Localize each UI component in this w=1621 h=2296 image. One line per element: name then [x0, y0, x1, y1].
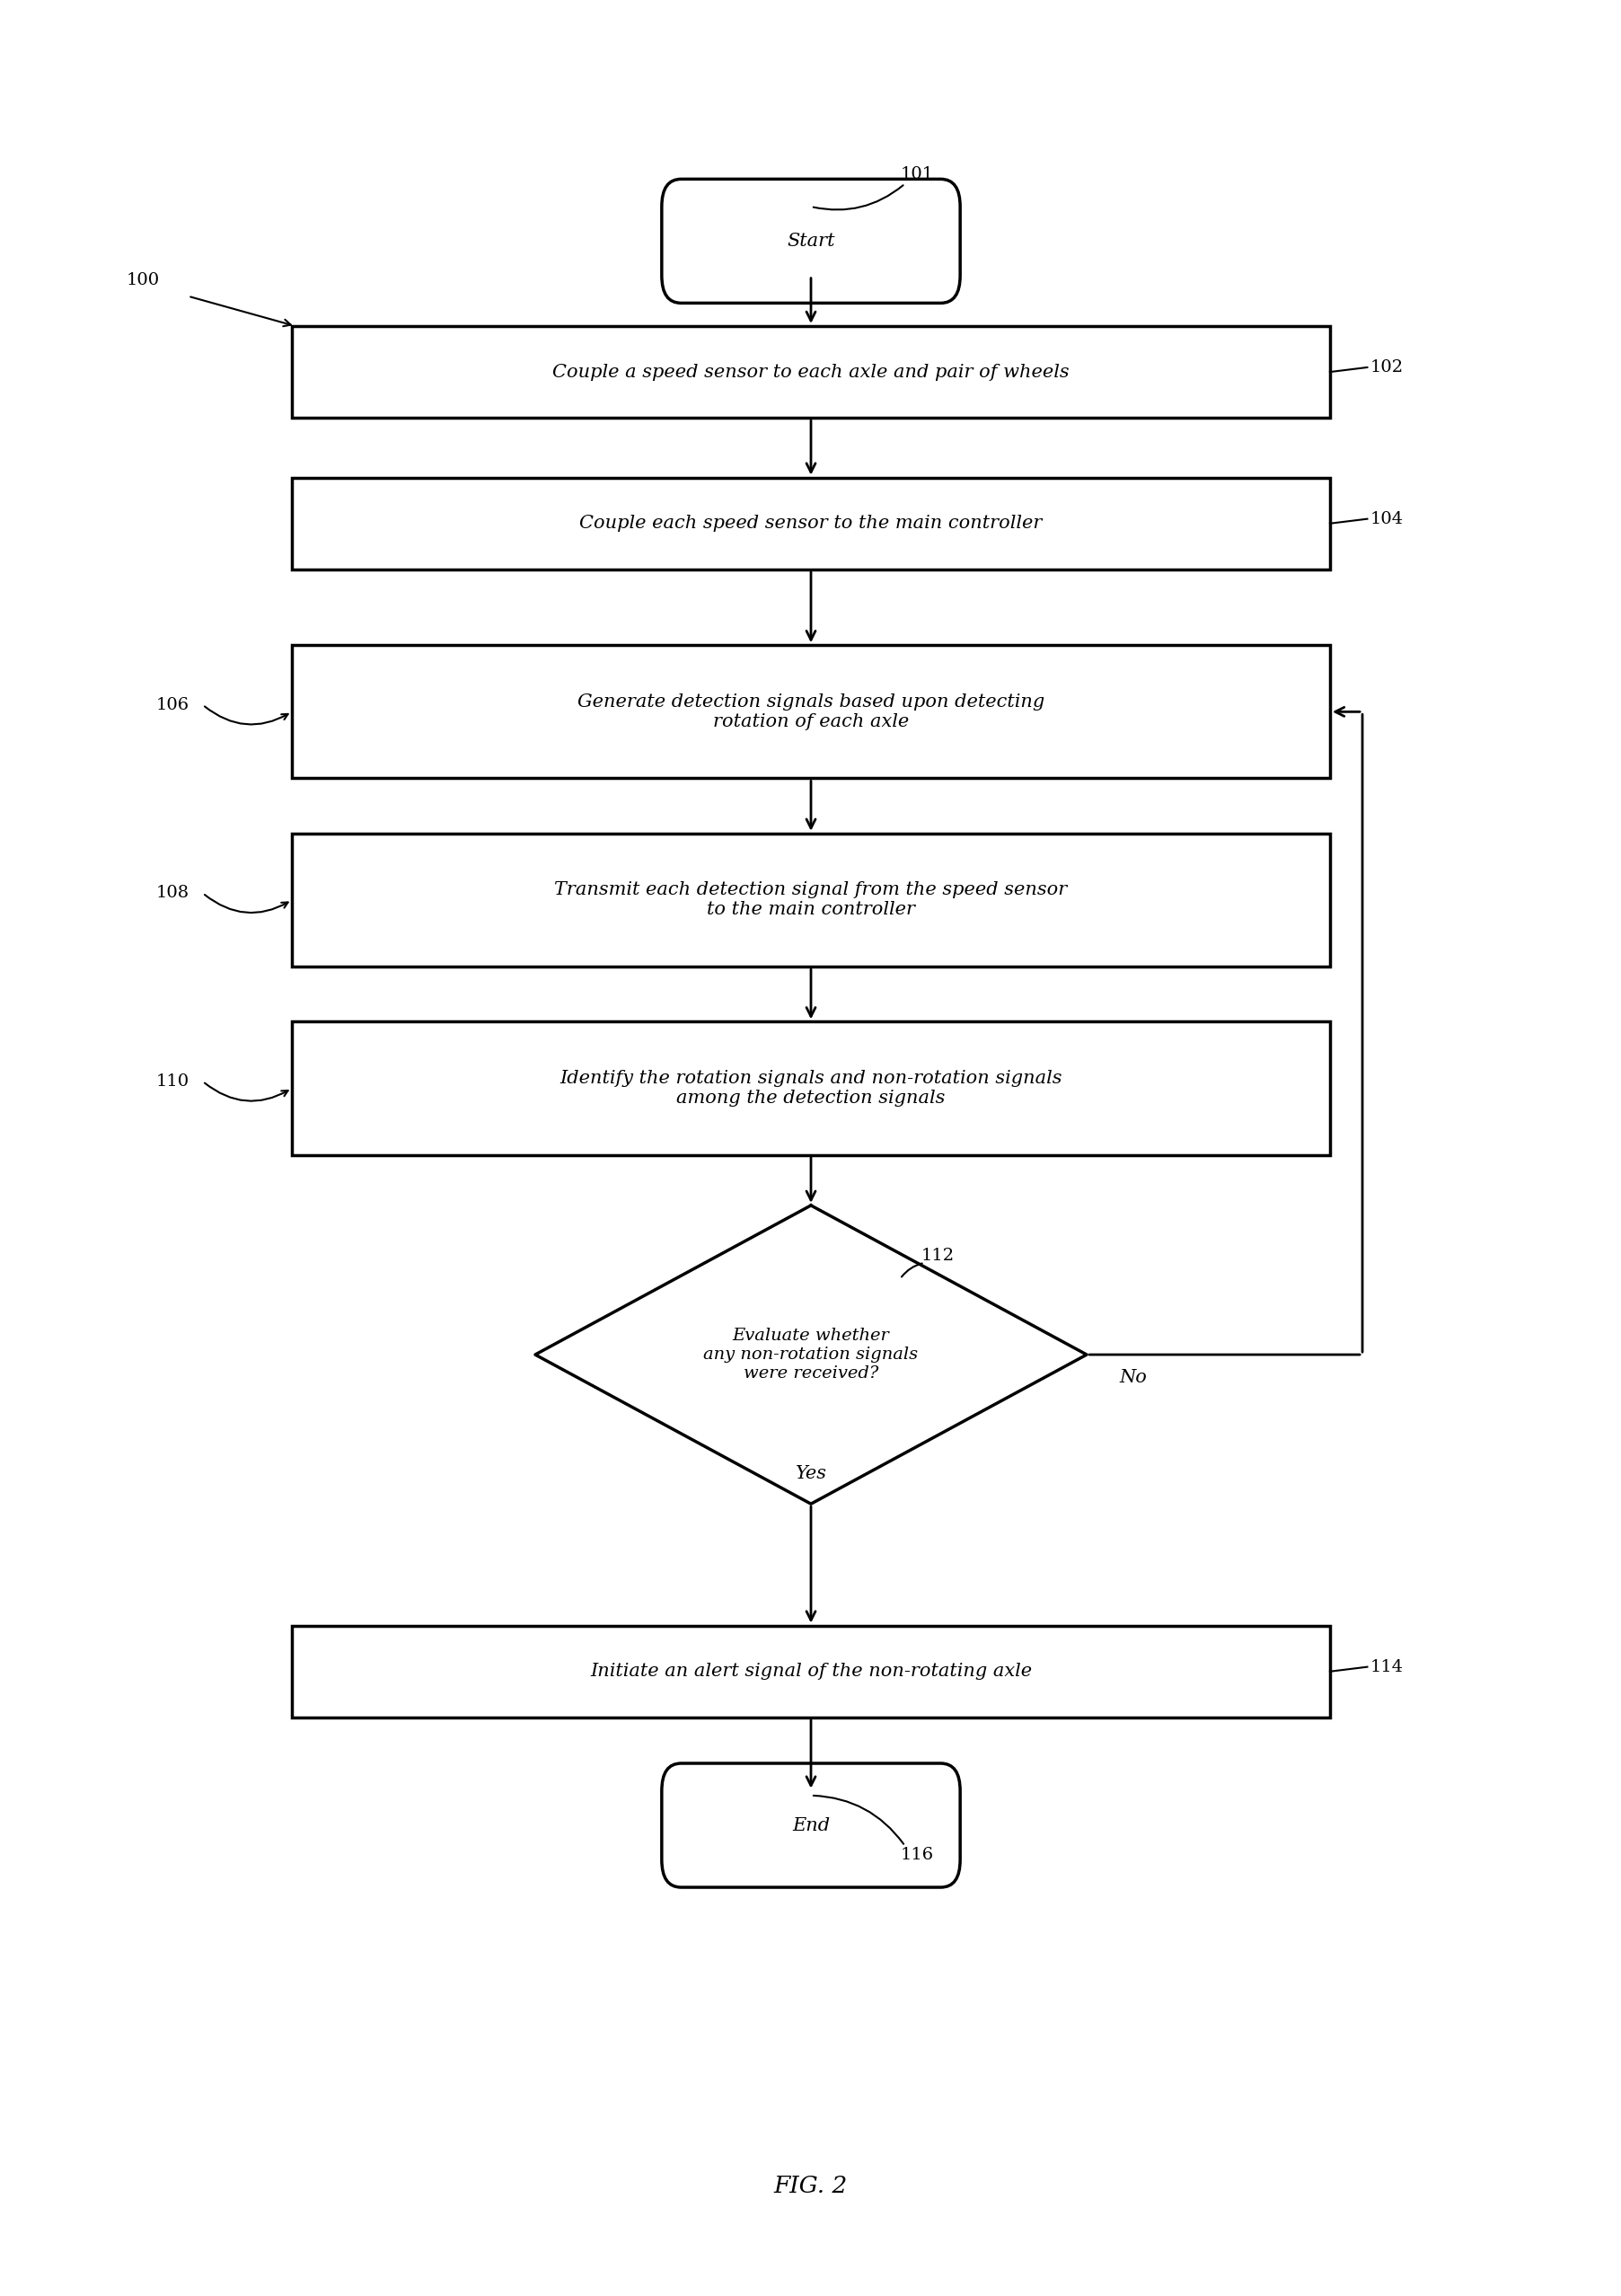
- Text: 102: 102: [1370, 358, 1404, 377]
- Bar: [292, 326, 1329, 418]
- Text: 114: 114: [1370, 1658, 1404, 1676]
- Text: Transmit each detection signal from the speed sensor
to the main controller: Transmit each detection signal from the …: [554, 882, 1067, 918]
- Text: End: End: [791, 1816, 830, 1835]
- Text: FIG. 2: FIG. 2: [773, 2174, 848, 2197]
- Polygon shape: [535, 1205, 1086, 1504]
- Text: No: No: [1118, 1368, 1146, 1387]
- Text: Start: Start: [786, 232, 835, 250]
- Text: 100: 100: [126, 271, 160, 289]
- Bar: [292, 645, 1329, 778]
- Text: 106: 106: [156, 696, 190, 714]
- Bar: [292, 478, 1329, 569]
- FancyBboxPatch shape: [661, 179, 960, 303]
- Text: 110: 110: [156, 1072, 190, 1091]
- Text: Generate detection signals based upon detecting
rotation of each axle: Generate detection signals based upon de…: [577, 693, 1044, 730]
- Text: Identify the rotation signals and non-rotation signals
among the detection signa: Identify the rotation signals and non-ro…: [559, 1070, 1062, 1107]
- Bar: [292, 1022, 1329, 1155]
- Text: 101: 101: [900, 165, 934, 184]
- Text: Initiate an alert signal of the non-rotating axle: Initiate an alert signal of the non-rota…: [590, 1662, 1031, 1681]
- Text: 108: 108: [156, 884, 190, 902]
- Bar: [292, 1626, 1329, 1717]
- Text: Evaluate whether
any non-rotation signals
were received?: Evaluate whether any non-rotation signal…: [704, 1327, 917, 1382]
- Text: 104: 104: [1370, 510, 1404, 528]
- FancyBboxPatch shape: [661, 1763, 960, 1887]
- Bar: [292, 833, 1329, 967]
- Text: 112: 112: [921, 1247, 955, 1265]
- Text: Yes: Yes: [794, 1465, 827, 1483]
- Text: Couple each speed sensor to the main controller: Couple each speed sensor to the main con…: [579, 514, 1042, 533]
- Text: 116: 116: [900, 1846, 934, 1864]
- Text: Couple a speed sensor to each axle and pair of wheels: Couple a speed sensor to each axle and p…: [553, 363, 1068, 381]
